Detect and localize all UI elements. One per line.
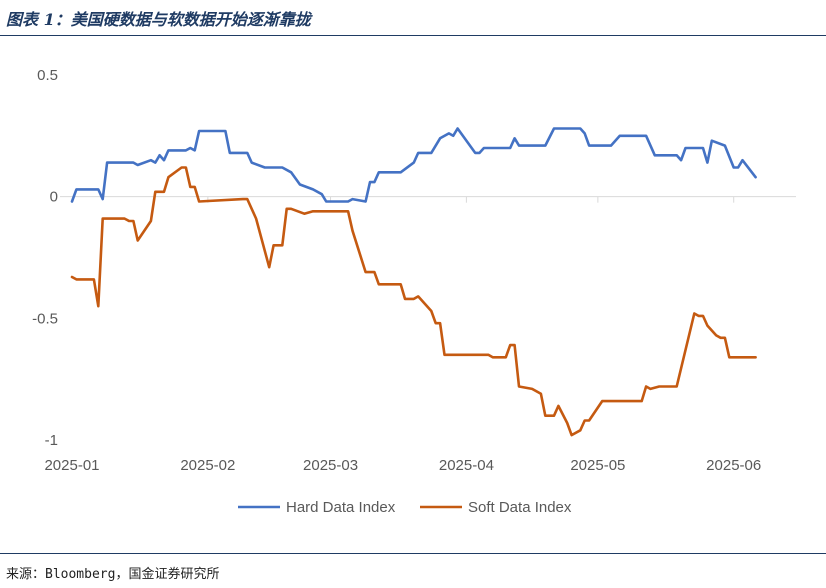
- x-tick-label: 2025-01: [44, 457, 99, 474]
- x-tick-label: 2025-02: [180, 457, 235, 474]
- x-tick-label: 2025-03: [303, 457, 358, 474]
- series-lines: [70, 127, 757, 437]
- x-tick-label: 2025-05: [570, 457, 625, 474]
- y-tick-label: -1: [45, 432, 58, 449]
- y-tick-label: 0.5: [37, 67, 58, 84]
- legend-label: Soft Data Index: [468, 499, 572, 516]
- x-axis: 2025-01 2025-02 2025-03 2025-04 2025-05 2025-…: [44, 196, 796, 474]
- y-tick-label: -0.5: [32, 310, 58, 327]
- series-line-hard-data: [70, 127, 757, 203]
- bottom-rule: [0, 553, 826, 554]
- legend: Hard Data Index Soft Data Index: [238, 499, 572, 516]
- series-line-soft-data: [70, 166, 757, 437]
- source-note: 来源：Bloomberg，国金证券研究所: [6, 567, 220, 582]
- legend-label: Hard Data Index: [286, 499, 396, 516]
- x-tick-label: 2025-06: [706, 457, 761, 474]
- y-axis: 0.5 0 -0.5 -1: [32, 67, 58, 449]
- top-rule: [0, 35, 826, 36]
- y-tick-label: 0: [50, 189, 58, 206]
- line-chart: 0.50-0.5-1 2025-01 2025-02 2025-03 2025-04 2…: [32, 67, 796, 516]
- figure-title: 图表 1：美国硬数据与软数据开始逐渐靠拢: [6, 10, 311, 29]
- x-tick-label: 2025-04: [439, 457, 494, 474]
